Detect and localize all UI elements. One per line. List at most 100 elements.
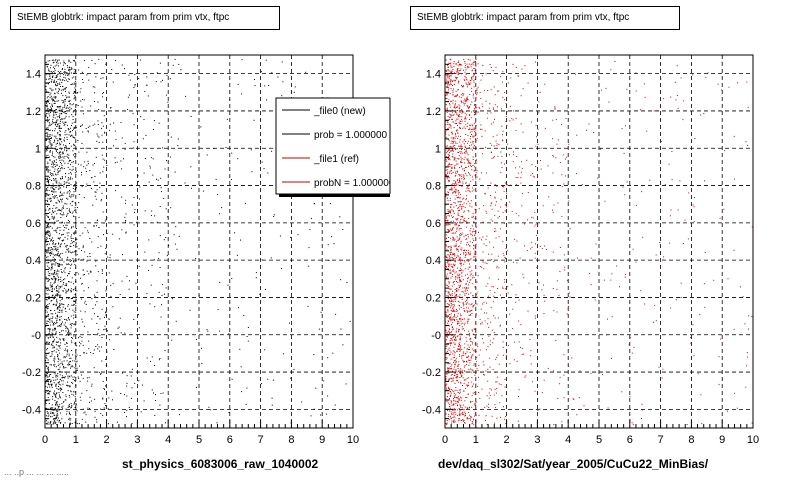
data-point (74, 380, 76, 381)
data-point (462, 181, 464, 183)
data-point (49, 138, 51, 139)
data-point (466, 67, 468, 69)
data-point (445, 204, 446, 206)
data-point (75, 290, 76, 291)
data-point (55, 182, 57, 184)
data-point (61, 264, 63, 266)
data-point (49, 238, 51, 239)
data-point (196, 386, 197, 388)
data-point (456, 71, 458, 72)
data-point (461, 349, 463, 350)
data-point (99, 187, 101, 189)
data-point (448, 330, 450, 332)
data-point (470, 111, 472, 113)
data-point (462, 141, 464, 143)
data-point (476, 368, 478, 370)
data-point (95, 346, 97, 347)
data-point (451, 187, 453, 189)
data-point (55, 384, 57, 386)
data-point (449, 152, 450, 154)
data-point (96, 225, 98, 227)
data-point (151, 356, 153, 358)
data-point (474, 134, 476, 136)
data-point (59, 309, 60, 311)
data-point (449, 332, 451, 333)
data-point (460, 166, 462, 168)
data-point (450, 188, 452, 190)
data-point (59, 374, 61, 376)
data-point (54, 400, 56, 401)
data-point (489, 241, 491, 243)
data-point (471, 329, 473, 331)
data-point (52, 345, 54, 347)
data-point (468, 83, 470, 84)
data-point (59, 359, 61, 361)
data-point (446, 336, 448, 337)
data-point (54, 195, 56, 197)
data-point (93, 224, 95, 226)
data-point (75, 352, 77, 354)
data-point (51, 290, 53, 292)
data-point (453, 127, 455, 129)
data-point (198, 373, 200, 375)
data-point (73, 261, 75, 263)
data-point (445, 214, 447, 216)
data-point (490, 89, 492, 91)
data-point (452, 153, 454, 155)
data-point (49, 115, 51, 117)
data-point (446, 94, 448, 96)
data-point (53, 382, 55, 384)
data-point (61, 298, 63, 300)
data-point (450, 392, 452, 394)
data-point (474, 108, 476, 110)
data-point (55, 85, 57, 87)
data-point (158, 359, 160, 361)
data-point (446, 149, 448, 151)
scatter-series (445, 58, 753, 426)
data-point (469, 163, 471, 165)
data-point (59, 120, 61, 122)
data-point (66, 197, 68, 199)
data-point (58, 255, 59, 257)
data-point (71, 323, 73, 325)
data-point (68, 250, 70, 252)
data-point (47, 280, 49, 282)
data-point (465, 199, 467, 201)
data-point (457, 401, 459, 403)
data-point (45, 356, 47, 358)
data-point (68, 92, 70, 94)
data-point (80, 125, 82, 127)
data-point (459, 391, 461, 393)
data-point (156, 72, 158, 74)
data-point (450, 247, 452, 249)
data-point (447, 363, 449, 365)
data-point (458, 96, 460, 98)
data-point (50, 416, 51, 418)
data-point (445, 256, 447, 258)
data-point (346, 282, 348, 283)
data-point (56, 60, 58, 62)
data-point (458, 238, 460, 240)
data-point (456, 295, 458, 297)
data-point (465, 190, 467, 192)
data-point (449, 340, 451, 342)
data-point (67, 375, 69, 377)
data-point (64, 268, 66, 270)
data-point (49, 124, 51, 126)
data-point (446, 169, 448, 171)
data-point (74, 137, 76, 139)
data-point (445, 174, 447, 176)
data-point (72, 378, 74, 380)
data-point (476, 89, 478, 91)
data-point (57, 373, 59, 375)
data-point (58, 270, 60, 272)
data-point (450, 62, 452, 64)
data-point (56, 138, 58, 140)
data-point (458, 364, 460, 365)
data-point (464, 257, 466, 258)
data-point (457, 197, 459, 199)
data-point (472, 128, 474, 130)
data-point (73, 97, 75, 99)
data-point (56, 232, 58, 234)
data-point (445, 348, 447, 349)
